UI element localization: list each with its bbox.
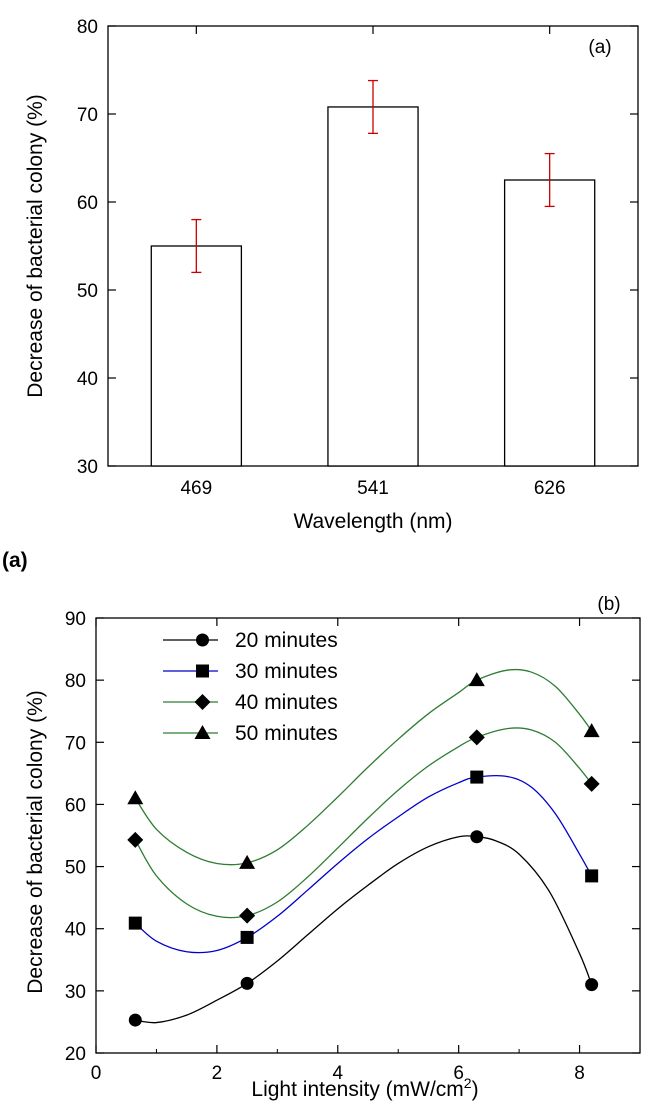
chart-b-x-tick-label: 8 <box>574 1063 585 1084</box>
chart-b-y-tick-label: 40 <box>65 920 86 941</box>
chart-b-legend: 20 minutes 30 minutes 40 minutes 50 minutes <box>163 629 338 745</box>
chart-a-x-axis-title: Wavelength (nm) <box>293 510 452 533</box>
chart-a-bar <box>327 106 419 467</box>
chart-b-y-tick-label: 20 <box>65 1044 86 1065</box>
chart-b-series-curve <box>134 727 593 919</box>
chart-a-y-tick-label: 80 <box>77 17 98 38</box>
chart-a-y-tick-label: 50 <box>77 281 98 302</box>
chart-b-legend-label: 40 minutes <box>235 691 338 714</box>
chart-b-plot-area <box>95 617 641 1054</box>
chart-a-y-tick-label: 70 <box>77 105 98 126</box>
chart-b-data-point <box>239 907 256 924</box>
chart-a-x-tick-label: 469 <box>180 478 212 499</box>
chart-b-legend-marker <box>196 664 209 678</box>
chart-b-panel-label: (b) <box>597 594 620 615</box>
chart-b-y-axis-title: Decrease of bacterial colony (%) <box>24 690 47 993</box>
chart-a-y-axis: 30 40 50 60 70 80 <box>77 17 638 478</box>
chart-a-y-tick-label: 60 <box>77 193 98 214</box>
chart-b-series-curve <box>135 835 593 1024</box>
figure-caption-label: (a) <box>2 549 28 572</box>
chart-a-error-bars <box>191 79 555 274</box>
chart-b-y-tick-label: 60 <box>65 795 86 816</box>
chart-b-data-point <box>239 854 256 869</box>
chart-a-y-axis-title: Decrease of bacterial colony (%) <box>24 94 47 397</box>
chart-b-x-tick-label: 4 <box>332 1063 343 1084</box>
chart-b-y-tick-label: 80 <box>65 671 86 692</box>
chart-b-x-axis-title: Light intensity (mW/cm2) <box>251 1075 478 1101</box>
chart-b-data-point <box>585 869 599 883</box>
chart-b-data-point <box>240 976 254 990</box>
chart-b-legend-label: 20 minutes <box>235 629 338 652</box>
chart-b-x-axis-title-end: ) <box>472 1078 479 1101</box>
chart-b-data-point <box>240 930 254 944</box>
chart-b-data-point <box>470 830 484 844</box>
chart-b-y-tick-label: 70 <box>65 733 86 754</box>
chart-b-x-axis: 0 2 4 6 8 <box>91 618 585 1084</box>
chart-a-y-tick-label: 30 <box>77 457 98 478</box>
chart-b-data-point <box>127 831 144 848</box>
chart-b-legend-marker <box>194 694 211 710</box>
chart-a-x-tick-label: 541 <box>357 478 389 499</box>
chart-b-y-tick-label: 30 <box>65 982 86 1003</box>
chart-b-legend-label: 30 minutes <box>235 660 338 683</box>
chart-b-x-tick-label: 6 <box>453 1063 464 1084</box>
chart-b-data-point <box>128 916 142 930</box>
chart-b-y-tick-label: 90 <box>65 609 86 630</box>
chart-b-data-point <box>468 729 485 746</box>
chart-b-x-axis-title-sup: 2 <box>464 1075 472 1091</box>
chart-a-panel-label: (a) <box>588 37 611 58</box>
chart-b-y-axis: 20 30 40 50 60 70 80 90 <box>65 609 640 1065</box>
chart-b-legend-label: 50 minutes <box>235 722 338 745</box>
chart-b-x-axis-title-main: Light intensity (mW/cm <box>251 1078 463 1101</box>
chart-b-y-tick-label: 50 <box>65 858 86 879</box>
chart-b-x-tick-label: 2 <box>212 1063 223 1084</box>
chart-a-bar <box>503 179 596 467</box>
chart-b-data-point <box>468 672 485 687</box>
chart-b-markers <box>127 672 600 1027</box>
chart-a-y-tick-label: 40 <box>77 369 98 390</box>
chart-b-data-point <box>470 770 484 784</box>
chart-b-curves <box>134 668 593 1024</box>
chart-b-data-point <box>127 790 144 805</box>
chart-a-bar <box>150 245 243 467</box>
chart-b-x-tick-label: 0 <box>91 1063 102 1084</box>
chart-a-x-tick-label: 626 <box>534 478 566 499</box>
chart-b-series-curve <box>134 668 593 866</box>
chart-a-bars <box>150 106 596 467</box>
chart-b-series-curve <box>134 775 593 954</box>
chart-b-legend-marker <box>196 633 209 647</box>
chart-b-data-point <box>128 1013 142 1027</box>
chart-a-x-axis: 469 541 626 <box>180 26 566 499</box>
chart-b-legend-marker <box>194 725 211 739</box>
chart-b-data-point <box>583 723 600 738</box>
chart-b-data-point <box>585 978 599 992</box>
chart-b-data-point <box>583 775 600 792</box>
